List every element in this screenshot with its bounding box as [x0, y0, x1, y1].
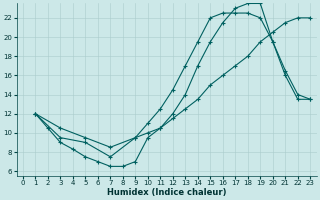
X-axis label: Humidex (Indice chaleur): Humidex (Indice chaleur) — [107, 188, 226, 197]
